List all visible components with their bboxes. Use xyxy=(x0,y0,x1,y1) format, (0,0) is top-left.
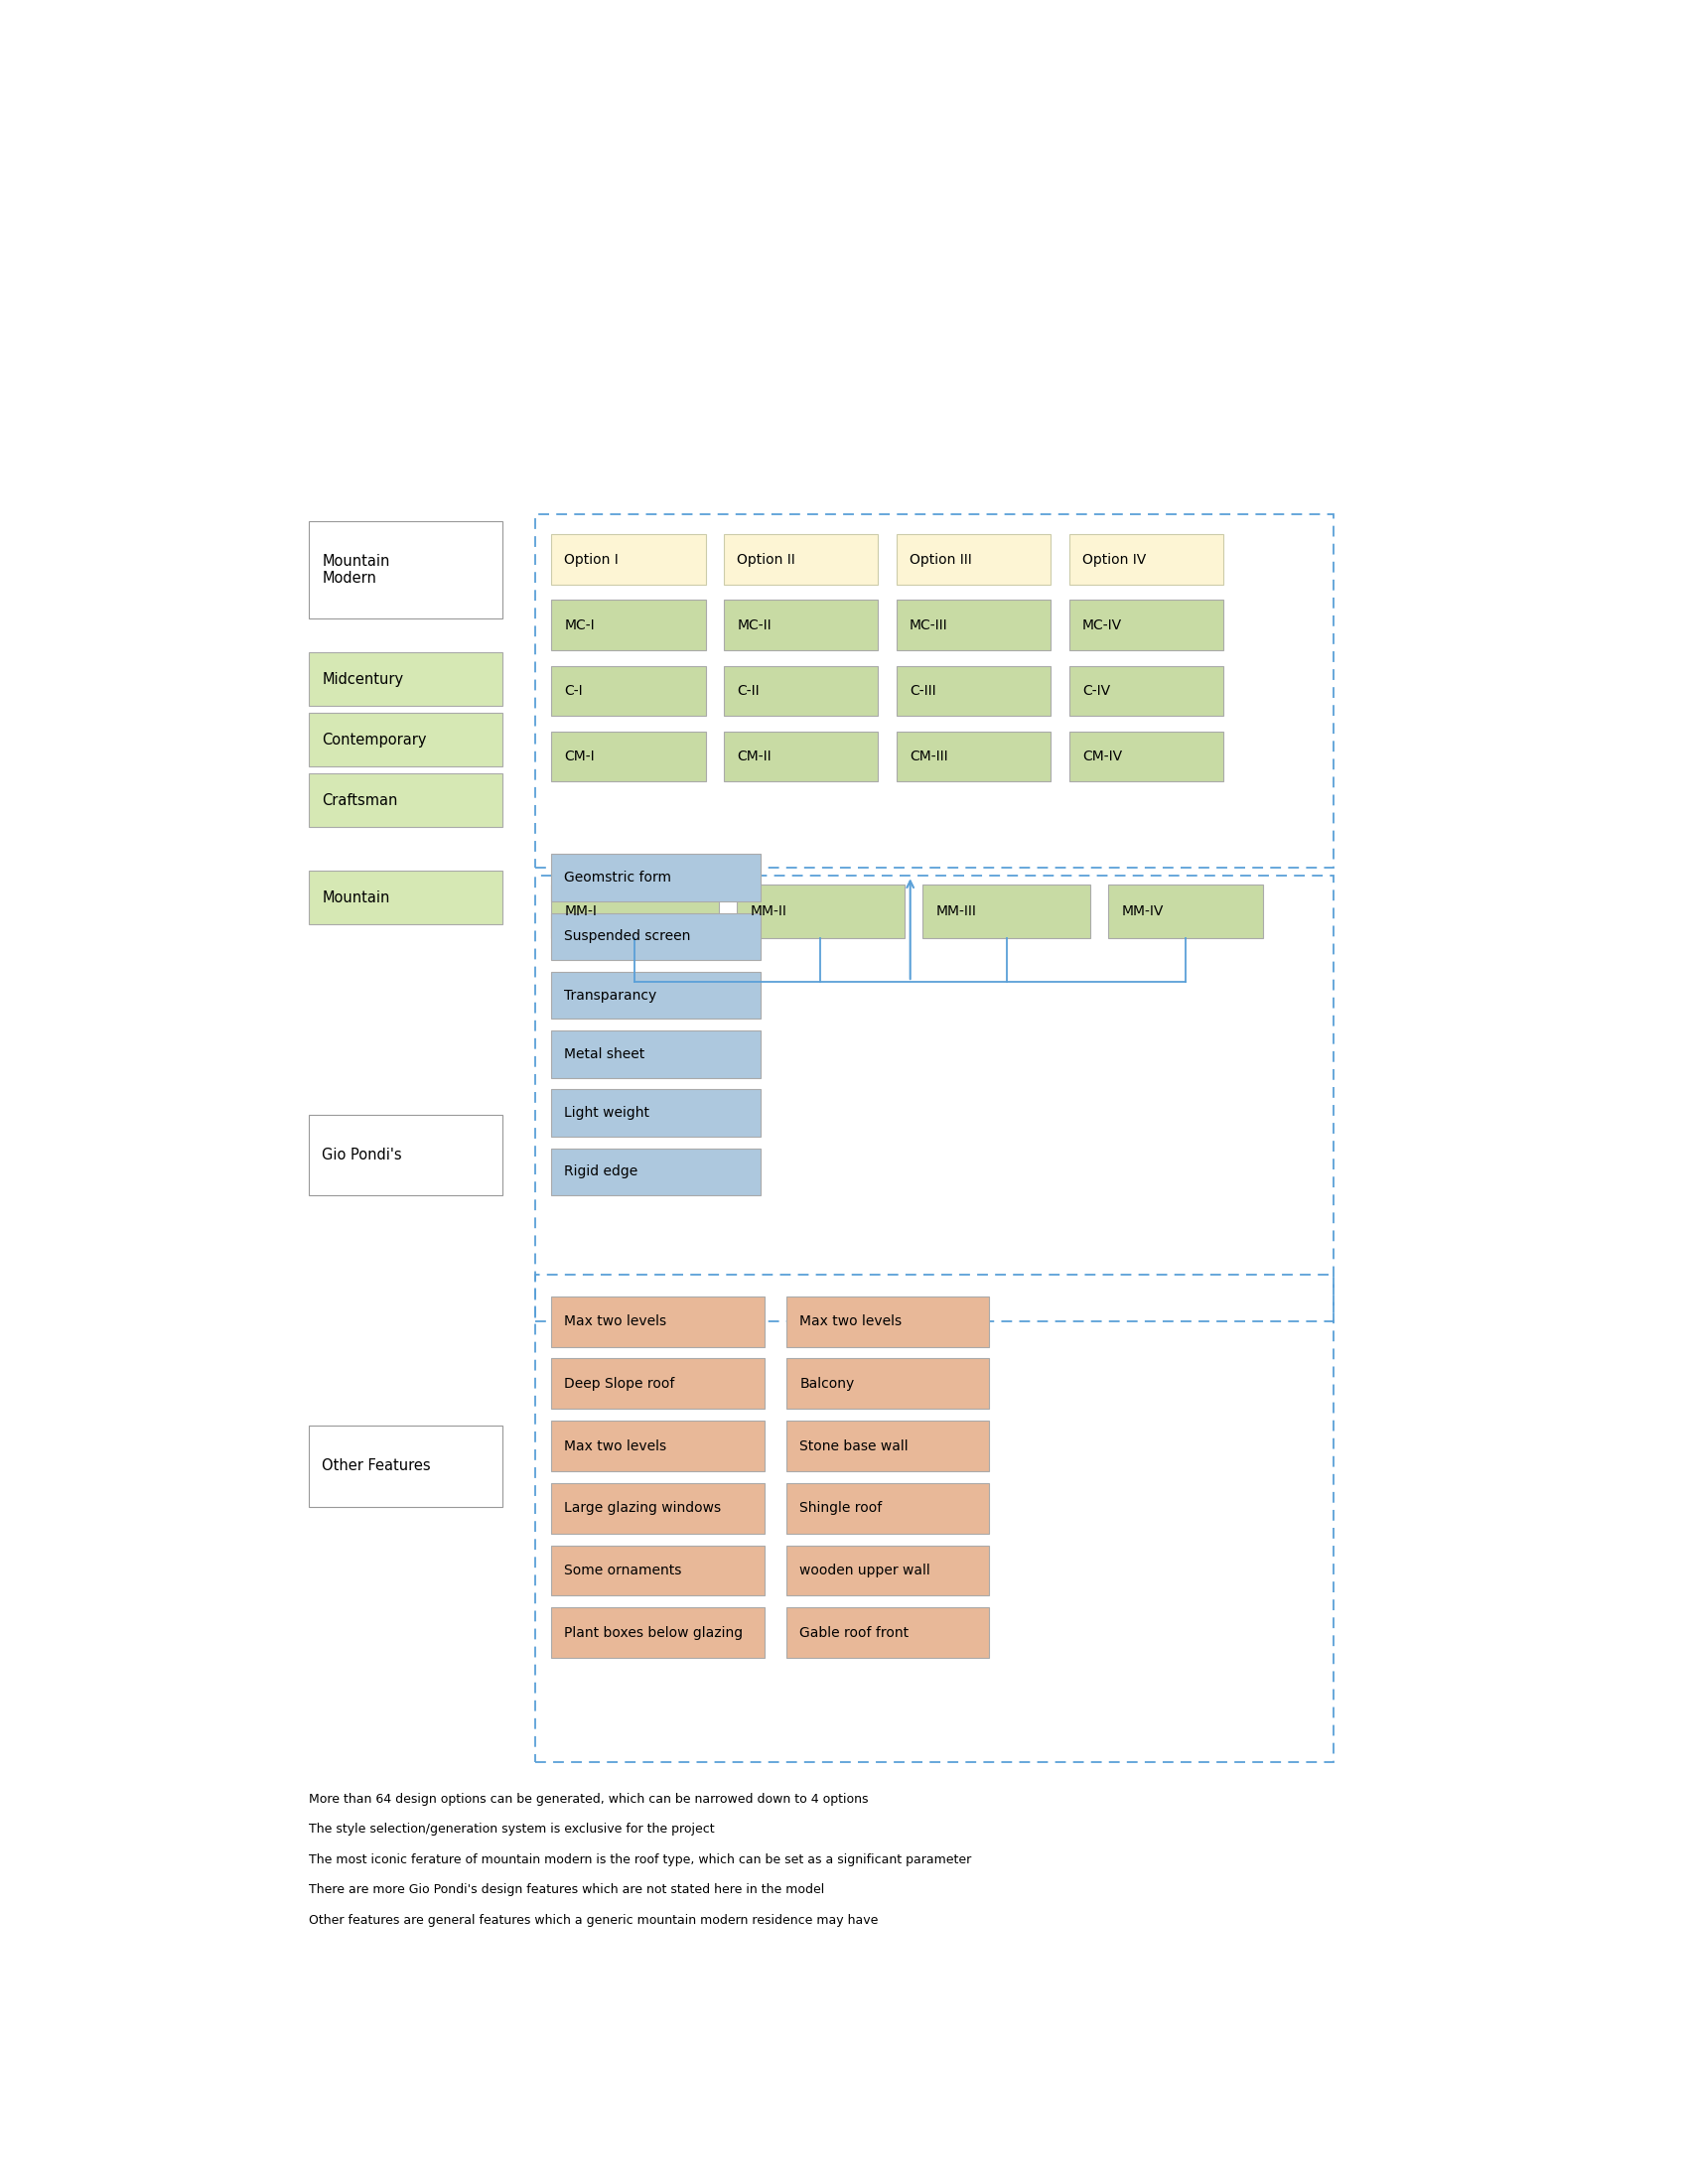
Text: Max two levels: Max two levels xyxy=(564,1315,667,1328)
FancyBboxPatch shape xyxy=(923,885,1090,939)
Text: Stone base wall: Stone base wall xyxy=(800,1439,908,1452)
Text: The most iconic ferature of mountain modern is the roof type, which can be set a: The most iconic ferature of mountain mod… xyxy=(309,1852,972,1865)
FancyBboxPatch shape xyxy=(787,1483,989,1533)
Text: Contemporary: Contemporary xyxy=(322,732,427,747)
FancyBboxPatch shape xyxy=(550,885,719,939)
FancyBboxPatch shape xyxy=(550,1546,765,1597)
FancyBboxPatch shape xyxy=(550,601,706,651)
Text: wooden upper wall: wooden upper wall xyxy=(800,1564,930,1577)
Text: C-III: C-III xyxy=(910,684,937,699)
FancyBboxPatch shape xyxy=(550,1358,765,1409)
FancyBboxPatch shape xyxy=(550,732,706,782)
Text: Max two levels: Max two levels xyxy=(564,1439,667,1452)
Text: C-II: C-II xyxy=(738,684,760,699)
FancyBboxPatch shape xyxy=(309,773,503,828)
Text: Rigid edge: Rigid edge xyxy=(564,1164,638,1179)
FancyBboxPatch shape xyxy=(550,1422,765,1472)
Text: Other Features: Other Features xyxy=(322,1459,430,1474)
FancyBboxPatch shape xyxy=(550,1031,760,1077)
Text: Option IV: Option IV xyxy=(1082,553,1146,566)
Text: Plant boxes below glazing: Plant boxes below glazing xyxy=(564,1625,743,1640)
Text: Other features are general features which a generic mountain modern residence ma: Other features are general features whic… xyxy=(309,1913,878,1926)
Text: C-I: C-I xyxy=(564,684,582,699)
Text: CM-IV: CM-IV xyxy=(1082,749,1123,764)
Text: Midcentury: Midcentury xyxy=(322,673,403,686)
Text: CM-III: CM-III xyxy=(910,749,949,764)
Text: Option I: Option I xyxy=(564,553,618,566)
Text: Craftsman: Craftsman xyxy=(322,793,398,808)
Text: Suspended screen: Suspended screen xyxy=(564,930,690,943)
FancyBboxPatch shape xyxy=(550,1149,760,1195)
FancyBboxPatch shape xyxy=(309,871,503,924)
FancyBboxPatch shape xyxy=(309,1114,503,1195)
Text: Shingle roof: Shingle roof xyxy=(800,1500,883,1516)
FancyBboxPatch shape xyxy=(550,1297,765,1348)
Text: C-IV: C-IV xyxy=(1082,684,1111,699)
Text: MM-III: MM-III xyxy=(935,904,976,917)
Text: Mountain
Modern: Mountain Modern xyxy=(322,555,390,585)
Text: More than 64 design options can be generated, which can be narrowed down to 4 op: More than 64 design options can be gener… xyxy=(309,1793,869,1806)
FancyBboxPatch shape xyxy=(309,522,503,618)
Text: Gio Pondi's: Gio Pondi's xyxy=(322,1147,402,1162)
Text: MM-II: MM-II xyxy=(749,904,787,917)
Text: MC-IV: MC-IV xyxy=(1082,618,1123,633)
Text: Mountain: Mountain xyxy=(322,891,390,904)
FancyBboxPatch shape xyxy=(896,535,1052,585)
FancyBboxPatch shape xyxy=(550,854,760,902)
FancyBboxPatch shape xyxy=(787,1546,989,1597)
FancyBboxPatch shape xyxy=(896,601,1052,651)
FancyBboxPatch shape xyxy=(1069,535,1224,585)
Text: Gable roof front: Gable roof front xyxy=(800,1625,910,1640)
FancyBboxPatch shape xyxy=(787,1607,989,1658)
FancyBboxPatch shape xyxy=(1069,732,1224,782)
FancyBboxPatch shape xyxy=(787,1422,989,1472)
FancyBboxPatch shape xyxy=(724,601,878,651)
Text: Balcony: Balcony xyxy=(800,1376,854,1391)
FancyBboxPatch shape xyxy=(1109,885,1263,939)
Text: MM-IV: MM-IV xyxy=(1121,904,1163,917)
Text: CM-II: CM-II xyxy=(738,749,771,764)
FancyBboxPatch shape xyxy=(550,535,706,585)
Text: Max two levels: Max two levels xyxy=(800,1315,901,1328)
FancyBboxPatch shape xyxy=(1069,666,1224,716)
Text: MC-II: MC-II xyxy=(738,618,771,633)
Text: Option II: Option II xyxy=(738,553,795,566)
Text: There are more Gio Pondi's design features which are not stated here in the mode: There are more Gio Pondi's design featur… xyxy=(309,1883,825,1896)
FancyBboxPatch shape xyxy=(550,1607,765,1658)
Text: Deep Slope roof: Deep Slope roof xyxy=(564,1376,675,1391)
FancyBboxPatch shape xyxy=(724,535,878,585)
FancyBboxPatch shape xyxy=(309,712,503,767)
FancyBboxPatch shape xyxy=(550,1483,765,1533)
Text: Transparancy: Transparancy xyxy=(564,989,657,1002)
Text: MM-I: MM-I xyxy=(564,904,598,917)
FancyBboxPatch shape xyxy=(896,732,1052,782)
Text: The style selection/generation system is exclusive for the project: The style selection/generation system is… xyxy=(309,1824,714,1835)
FancyBboxPatch shape xyxy=(724,732,878,782)
FancyBboxPatch shape xyxy=(309,653,503,705)
FancyBboxPatch shape xyxy=(1069,601,1224,651)
FancyBboxPatch shape xyxy=(787,1358,989,1409)
Text: Geomstric form: Geomstric form xyxy=(564,871,672,885)
Text: MC-III: MC-III xyxy=(910,618,949,633)
FancyBboxPatch shape xyxy=(896,666,1052,716)
Text: Option III: Option III xyxy=(910,553,972,566)
FancyBboxPatch shape xyxy=(550,972,760,1018)
FancyBboxPatch shape xyxy=(738,885,905,939)
Text: Metal sheet: Metal sheet xyxy=(564,1046,645,1061)
Text: CM-I: CM-I xyxy=(564,749,594,764)
FancyBboxPatch shape xyxy=(309,1426,503,1507)
FancyBboxPatch shape xyxy=(787,1297,989,1348)
FancyBboxPatch shape xyxy=(550,1090,760,1136)
FancyBboxPatch shape xyxy=(550,913,760,961)
Text: Light weight: Light weight xyxy=(564,1105,650,1120)
Text: Some ornaments: Some ornaments xyxy=(564,1564,682,1577)
FancyBboxPatch shape xyxy=(724,666,878,716)
FancyBboxPatch shape xyxy=(550,666,706,716)
Text: MC-I: MC-I xyxy=(564,618,594,633)
Text: Large glazing windows: Large glazing windows xyxy=(564,1500,721,1516)
